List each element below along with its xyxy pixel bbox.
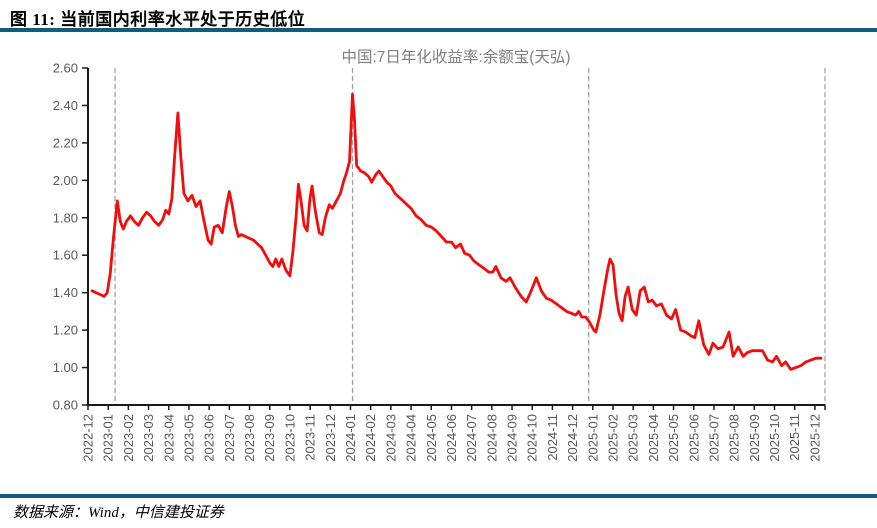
y-tick-label: 2.40 xyxy=(53,98,78,113)
yield-line-series xyxy=(90,92,823,371)
x-tick-label: 2023-03 xyxy=(141,414,156,462)
x-tick-label: 2022-12 xyxy=(81,414,96,462)
y-tick-label: 1.80 xyxy=(53,210,78,225)
x-tick-label: 2025-11 xyxy=(787,414,802,461)
x-tick-label: 2023-09 xyxy=(262,414,277,462)
x-tick-label: 2025-05 xyxy=(666,414,681,462)
y-tick-label: 0.80 xyxy=(53,398,78,413)
x-tick-label: 2023-07 xyxy=(222,414,237,462)
top-accent-rule xyxy=(0,28,877,32)
x-tick-label: 2025-03 xyxy=(626,414,641,462)
x-tick-label: 2023-05 xyxy=(181,414,196,462)
x-tick-label: 2023-11 xyxy=(303,414,318,461)
x-tick-label: 2024-03 xyxy=(383,414,398,462)
y-tick-label: 2.60 xyxy=(53,61,78,76)
x-tick-label: 2025-01 xyxy=(585,414,600,462)
x-tick-label: 2024-09 xyxy=(505,414,520,462)
y-tick-label: 1.00 xyxy=(53,360,78,375)
x-tick-label: 2023-08 xyxy=(242,414,257,462)
data-source-note: 数据来源：Wind，中信建投证券 xyxy=(13,505,224,521)
x-tick-label: 2023-12 xyxy=(323,414,338,462)
x-tick-label: 2023-10 xyxy=(282,414,297,462)
x-tick-label: 2024-12 xyxy=(565,414,580,462)
x-tick-label: 2023-06 xyxy=(202,414,217,462)
x-tick-label: 2025-09 xyxy=(747,414,762,462)
x-tick-label: 2024-05 xyxy=(424,414,439,462)
y-axis-labels: 0.80 1.00 1.20 1.40 1.60 1.80 2.00 2.20 2.40 2.60 xyxy=(53,61,78,413)
x-tick-label: 2024-07 xyxy=(464,414,479,462)
x-tick-label: 2025-04 xyxy=(646,414,661,462)
y-tick-label: 1.40 xyxy=(53,285,78,300)
y-tick-label: 2.20 xyxy=(53,135,78,150)
x-tick-label: 2025-12 xyxy=(807,414,822,462)
bottom-accent-rule xyxy=(0,494,877,498)
x-tick-label: 2024-06 xyxy=(444,414,459,462)
x-tick-label: 2025-06 xyxy=(686,414,701,462)
x-tick-label: 2024-10 xyxy=(525,414,540,462)
x-tick-label: 2025-10 xyxy=(767,414,782,462)
y-tick-label: 1.60 xyxy=(53,248,78,263)
y-tick-label: 1.20 xyxy=(53,323,78,338)
x-tick-label: 2025-02 xyxy=(605,414,620,462)
x-tick-label: 2025-07 xyxy=(706,414,721,462)
x-axis-labels: 2022-12 2023-01 2023-02 2023-03 2023-04 2023-… xyxy=(81,414,823,462)
figure-title: 图 11: 当前国内利率水平处于历史低位 xyxy=(10,10,306,29)
axes xyxy=(82,67,826,410)
x-tick-label: 2024-01 xyxy=(343,414,358,462)
x-tick-label: 2023-01 xyxy=(101,414,116,462)
y-tick-label: 2.00 xyxy=(53,173,78,188)
x-tick-label: 2025-08 xyxy=(727,414,742,462)
x-tick-label: 2024-11 xyxy=(545,414,560,461)
x-tick-label: 2024-08 xyxy=(484,414,499,462)
chart-title: 中国:7日年化收益率:余额宝(天弘) xyxy=(341,47,570,66)
x-tick-label: 2024-02 xyxy=(363,414,378,462)
x-tick-label: 2024-04 xyxy=(404,414,419,462)
x-tick-label: 2023-02 xyxy=(121,414,136,462)
dashed-year-markers xyxy=(114,68,826,405)
x-tick-label: 2023-04 xyxy=(161,414,176,462)
